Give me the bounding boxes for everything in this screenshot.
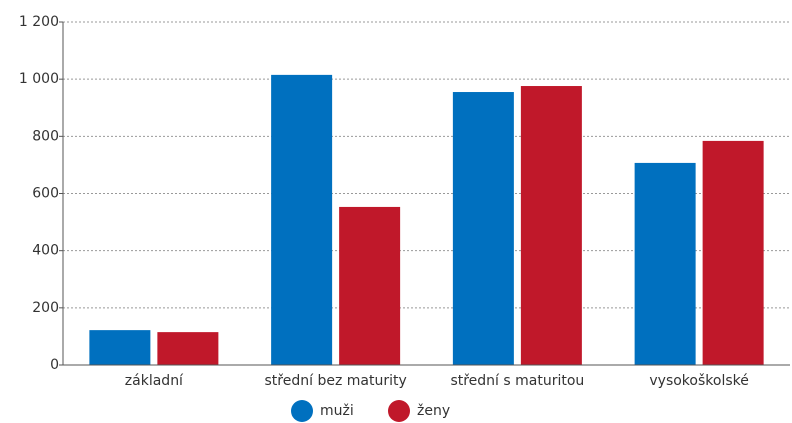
bar [339,206,401,365]
bar [634,162,696,365]
legend-label: muži [320,403,354,419]
y-tick-label: 1 200 [19,14,59,30]
bar [157,332,219,365]
bar [271,74,333,366]
y-tick-label: 1 000 [19,71,59,87]
bar [89,330,151,365]
y-tick-label: 400 [32,243,59,259]
bar [702,140,764,365]
bar [452,92,514,365]
y-tick-label: 600 [32,186,59,202]
legend-swatch [388,400,410,422]
x-tick-label: střední s maturitou [450,373,584,389]
y-tick-label: 0 [50,357,59,373]
x-tick-label: základní [125,373,184,389]
y-tick-label: 200 [32,300,59,316]
legend-label: ženy [417,403,450,419]
bar [520,86,582,365]
x-tick-label: vysokoškolské [649,373,748,389]
x-tick-label: střední bez maturity [265,373,407,389]
y-tick-label: 800 [32,128,59,144]
legend-swatch [291,400,313,422]
